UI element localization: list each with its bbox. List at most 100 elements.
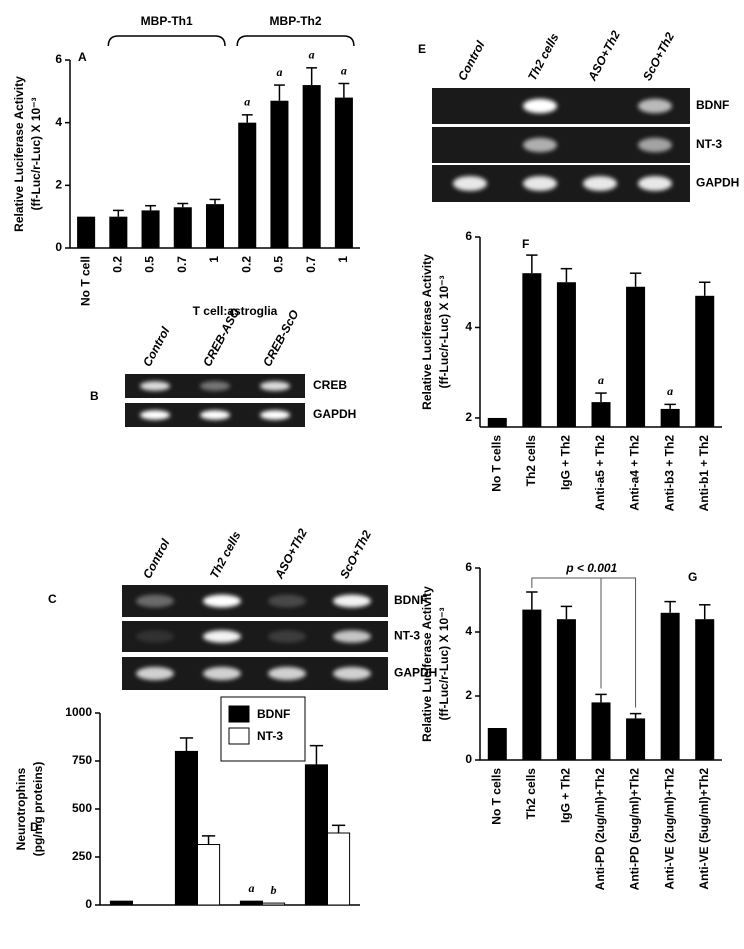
bar bbox=[660, 612, 680, 760]
legend-label: NT-3 bbox=[257, 729, 283, 743]
bar bbox=[334, 97, 353, 248]
bar bbox=[302, 85, 321, 248]
bar bbox=[591, 402, 611, 427]
panel-letter: C bbox=[48, 592, 57, 606]
bar bbox=[487, 417, 507, 427]
x-tick-label: 0.5 bbox=[143, 256, 157, 273]
gel-band bbox=[136, 630, 174, 643]
y-tick-label: 2 bbox=[55, 178, 62, 192]
y-tick-label: 0 bbox=[465, 752, 472, 766]
lane-label: ASO+Th2 bbox=[585, 28, 623, 84]
band-label: GAPDH bbox=[394, 666, 437, 680]
gel-band bbox=[638, 176, 672, 191]
x-tick-label: Anti-b1 + Th2 bbox=[697, 435, 711, 512]
y-tick-label: 2 bbox=[465, 410, 472, 424]
bar bbox=[487, 728, 507, 760]
legend-swatch bbox=[228, 705, 250, 723]
bar bbox=[174, 750, 198, 906]
group-bracket bbox=[107, 35, 226, 47]
band-label: NT-3 bbox=[394, 629, 420, 643]
panel-letter: B bbox=[90, 389, 99, 403]
x-tick-label: Th2 cells bbox=[524, 435, 538, 487]
x-axis-label: T cell:astroglia bbox=[193, 304, 278, 318]
bar bbox=[695, 619, 715, 760]
panel-letter: A bbox=[78, 50, 87, 64]
bar bbox=[591, 702, 611, 760]
significance-label: a bbox=[341, 63, 347, 77]
band-label: NT-3 bbox=[696, 137, 722, 151]
gel-band bbox=[200, 410, 230, 420]
gel-band bbox=[523, 137, 557, 153]
y-axis-sublabel: (ff-Luc/r-Luc) X 10⁻³ bbox=[437, 607, 451, 720]
bar bbox=[626, 286, 646, 427]
band-label: BDNF bbox=[394, 593, 427, 607]
bar bbox=[556, 282, 576, 427]
gel-band bbox=[140, 410, 170, 420]
gel-band bbox=[140, 381, 170, 391]
bar bbox=[270, 100, 289, 248]
bar bbox=[239, 900, 263, 906]
x-tick-label: 0.7 bbox=[304, 256, 318, 273]
y-tick-label: 750 bbox=[72, 753, 92, 767]
gel-band bbox=[260, 381, 290, 391]
y-tick-label: 6 bbox=[465, 560, 472, 574]
gel-band bbox=[333, 666, 371, 681]
lane-label: Control bbox=[140, 536, 173, 581]
gel-band bbox=[523, 176, 557, 191]
x-tick-label: Anti-a4 + Th2 bbox=[628, 435, 642, 511]
band-label: CREB bbox=[313, 378, 347, 392]
gel-band bbox=[333, 630, 371, 643]
band-label: GAPDH bbox=[696, 176, 739, 190]
panel-letter: F bbox=[522, 237, 529, 251]
y-axis-label: Relative Luciferase Activity bbox=[12, 76, 26, 232]
y-axis-sublabel: (ff-Luc/r-Luc) X 10⁻³ bbox=[437, 275, 451, 388]
gel-band bbox=[638, 137, 672, 153]
bar bbox=[173, 207, 192, 248]
gel-band bbox=[203, 594, 241, 608]
legend-swatch bbox=[228, 727, 250, 745]
bar bbox=[197, 844, 221, 906]
x-tick-label: 0.5 bbox=[272, 256, 286, 273]
bar bbox=[77, 216, 96, 248]
significance-label: a bbox=[309, 48, 315, 62]
panel-letter: D bbox=[30, 820, 39, 834]
y-tick-label: 500 bbox=[72, 801, 92, 815]
bar bbox=[695, 295, 715, 427]
bar bbox=[556, 619, 576, 760]
x-tick-label: Anti-PD (2ug/ml)+Th2 bbox=[593, 768, 607, 891]
bar bbox=[522, 273, 542, 427]
gel-band bbox=[523, 98, 557, 114]
x-tick-label: No T cells bbox=[489, 435, 503, 492]
y-axis-label: Relative Luciferase Activity bbox=[420, 586, 434, 742]
x-tick-label: IgG + Th2 bbox=[559, 435, 573, 490]
lane-label: Th2 cells bbox=[207, 529, 244, 581]
lane-label: ASO+Th2 bbox=[272, 526, 310, 582]
gel-band bbox=[268, 630, 306, 643]
y-tick-label: 6 bbox=[55, 52, 62, 66]
bar bbox=[522, 609, 542, 760]
gel-band bbox=[260, 410, 290, 420]
significance-label: a bbox=[276, 65, 282, 79]
x-tick-label: Anti-PD (5ug/ml)+Th2 bbox=[628, 768, 642, 891]
gel-band bbox=[203, 630, 241, 643]
significance-label: b bbox=[271, 883, 277, 897]
gel-band bbox=[453, 176, 487, 191]
significance-label: a bbox=[244, 95, 250, 109]
gel-band bbox=[268, 594, 306, 608]
significance-bracket bbox=[531, 577, 637, 708]
y-tick-label: 1000 bbox=[65, 705, 92, 719]
lane-label: Control bbox=[140, 324, 173, 369]
y-tick-label: 6 bbox=[465, 229, 472, 243]
gel-band bbox=[268, 666, 306, 681]
bar bbox=[626, 718, 646, 760]
bar bbox=[109, 900, 134, 906]
y-axis-sublabel: (ff-Luc/r-Luc) X 10⁻³ bbox=[29, 97, 43, 210]
bar bbox=[141, 210, 160, 248]
y-tick-label: 2 bbox=[465, 688, 472, 702]
band-label: BDNF bbox=[696, 98, 729, 112]
x-tick-label: Anti-a5 + Th2 bbox=[593, 435, 607, 511]
gel-band bbox=[136, 666, 174, 681]
y-tick-label: 4 bbox=[465, 624, 472, 638]
x-tick-label: 1 bbox=[207, 256, 221, 263]
